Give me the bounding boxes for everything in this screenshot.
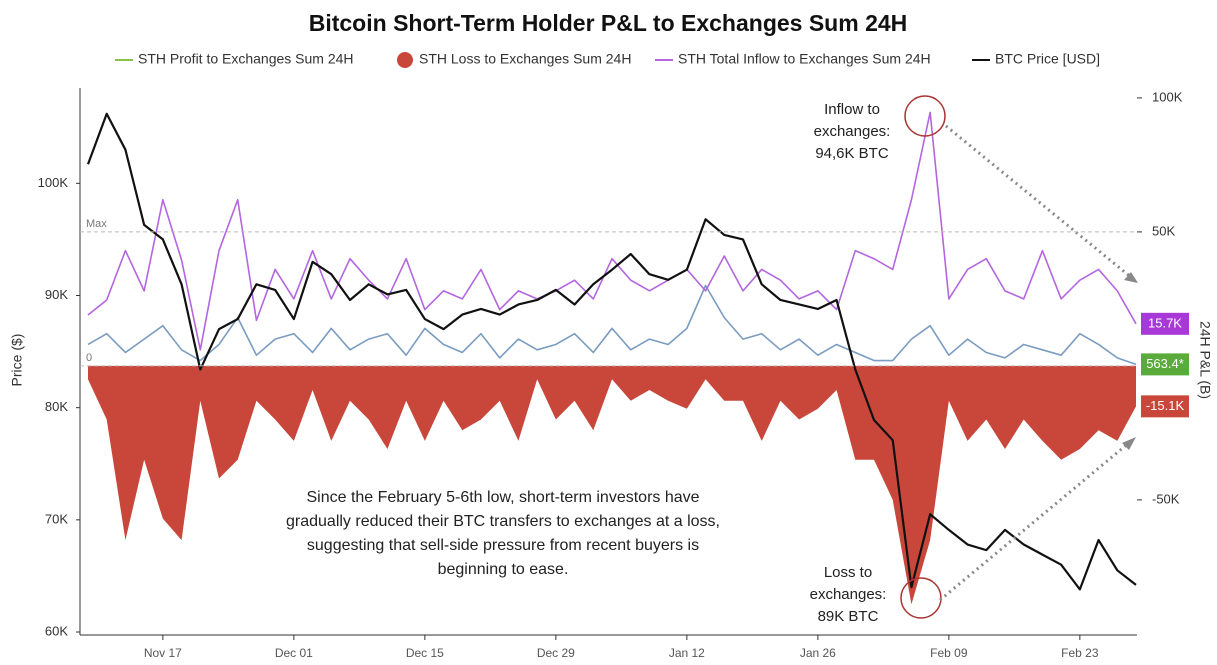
x-tick-label: Dec 15 <box>406 646 444 660</box>
end-value-box <box>1141 353 1189 376</box>
legend-label: STH Loss to Exchanges Sum 24H <box>419 51 631 67</box>
annotation: Loss to <box>824 564 872 581</box>
end-value-label: 563.4* <box>1146 356 1184 371</box>
loss-area <box>88 365 1136 605</box>
legend-swatch <box>397 52 413 68</box>
x-tick-label: Feb 09 <box>930 646 968 660</box>
y2-tick-label: 100K <box>1152 89 1183 104</box>
end-value-label: -15.1K <box>1146 398 1185 413</box>
x-tick-label: Jan 12 <box>669 646 705 660</box>
plot <box>86 111 1137 605</box>
y2-tick-label: -50K <box>1152 491 1180 506</box>
arrow-head <box>1122 437 1136 450</box>
annotation: exchanges: <box>814 123 891 140</box>
y2-axis-label: 24H P&L (B) <box>1197 321 1213 399</box>
annotation: exchanges: <box>810 586 887 603</box>
arrow-head <box>1124 272 1138 283</box>
arrow <box>939 440 1131 602</box>
legend-label: BTC Price [USD] <box>995 51 1100 67</box>
legend-label: STH Total Inflow to Exchanges Sum 24H <box>678 51 931 67</box>
x-tick-label: Nov 17 <box>144 646 182 660</box>
end-value-box <box>1141 395 1189 418</box>
y-tick-label: 60K <box>45 623 68 638</box>
series-line <box>86 112 1137 591</box>
legend: STH Profit to Exchanges Sum 24H STH Loss … <box>115 51 1100 68</box>
arrow <box>945 124 1133 280</box>
reference-label: Max <box>86 218 107 230</box>
y-tick-label: 90K <box>45 287 68 302</box>
x-tick-label: Jan 26 <box>800 646 836 660</box>
chart-title: Bitcoin Short-Term Holder P&L to Exchang… <box>309 10 908 36</box>
y2-tick-label: 50K <box>1152 223 1175 238</box>
annotation: beginning to ease. <box>438 561 569 578</box>
y-tick-label: 80K <box>45 399 68 414</box>
y-tick-label: 70K <box>45 511 68 526</box>
reference-label: 0 <box>86 352 92 364</box>
legend-label: STH Profit to Exchanges Sum 24H <box>138 51 354 67</box>
x-tick-label: Dec 01 <box>275 646 313 660</box>
x-tick-label: Dec 29 <box>537 646 575 660</box>
end-value-box <box>1141 312 1189 335</box>
annotation: 94,6K BTC <box>815 145 889 162</box>
highlight-circle <box>904 95 946 137</box>
end-value-label: 15.7K <box>1148 315 1182 330</box>
annotation: gradually reduced their BTC transfers to… <box>286 513 720 530</box>
y-axis-label: Price ($) <box>9 334 25 387</box>
x-tick-label: Feb 23 <box>1061 646 1099 660</box>
highlight-circle <box>900 577 942 619</box>
annotation: Since the February 5-6th low, short-term… <box>306 489 699 506</box>
y-tick-label: 100K <box>38 175 69 190</box>
series-line <box>87 284 1137 366</box>
series-line <box>87 111 1137 351</box>
annotation: Inflow to <box>824 101 880 118</box>
annotation: 89K BTC <box>818 608 879 625</box>
annotation: suggesting that sell-side pressure from … <box>307 537 699 554</box>
